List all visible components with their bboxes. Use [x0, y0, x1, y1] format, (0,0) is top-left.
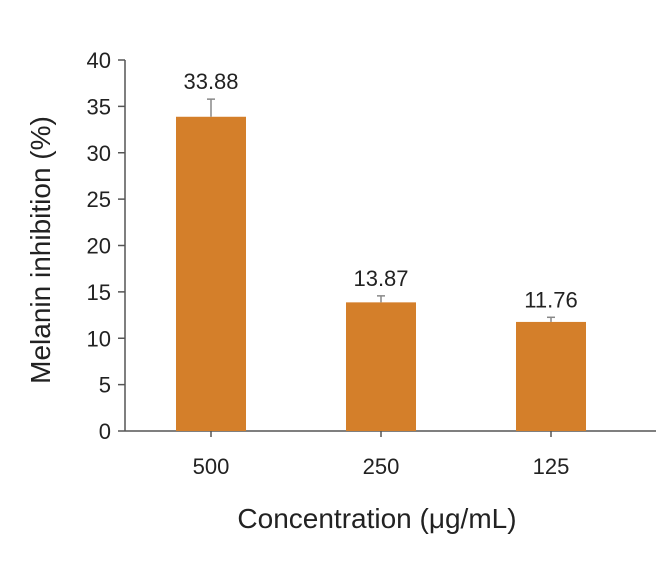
y-tick-label: 15	[87, 280, 111, 305]
bar-125	[516, 321, 586, 431]
y-tick-label: 35	[87, 94, 111, 119]
data-label-500: 33.88	[183, 69, 238, 94]
y-tick-label: 5	[99, 373, 111, 398]
bar-250	[346, 302, 416, 431]
x-tick-label-500: 500	[193, 454, 230, 479]
data-label-250: 13.87	[353, 266, 408, 291]
y-tick-label: 25	[87, 187, 111, 212]
x-axis: 500 250 125	[125, 430, 656, 479]
y-tick-label: 10	[87, 326, 111, 351]
y-axis-title: Melanin inhibition (%)	[25, 116, 56, 384]
y-tick-label: 20	[87, 234, 111, 259]
x-tick-label-125: 125	[533, 454, 570, 479]
bar-500	[176, 116, 246, 431]
y-axis: 0 5 10 15 20 25 30 35 40	[87, 48, 126, 444]
x-tick-label-250: 250	[363, 454, 400, 479]
data-label-125: 11.76	[524, 287, 577, 312]
y-tick-label: 0	[99, 419, 111, 444]
y-tick-label: 30	[87, 141, 111, 166]
bars	[176, 98, 586, 431]
x-axis-title: Concentration (μg/mL)	[237, 503, 516, 534]
data-labels: 33.88 13.87 11.76	[183, 69, 577, 312]
y-tick-label: 40	[87, 48, 111, 73]
